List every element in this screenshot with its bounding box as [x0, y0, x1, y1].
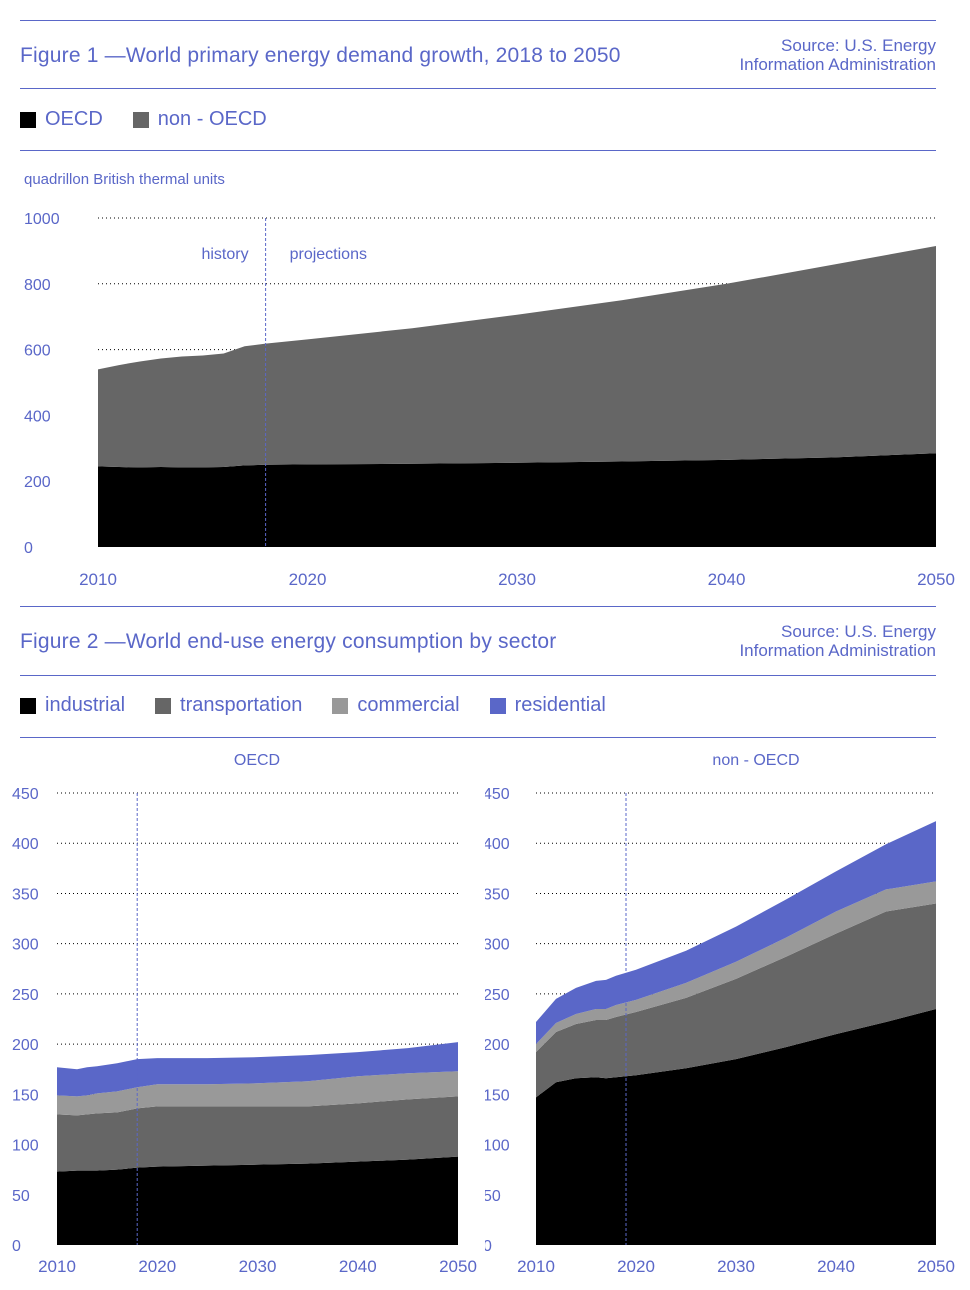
figure2-legend: industrial transportation commercial res… [20, 694, 636, 717]
legend-swatch-residential [489, 697, 506, 714]
figure1-unit-label: quadrillon British thermal units [24, 171, 225, 188]
fig1-y-tick-label-200: 200 [24, 474, 51, 491]
non-oecd-area-transportation [536, 903, 936, 1098]
non-oecd-y-tick-label-300: 300 [485, 937, 510, 954]
legend-label-transportation: transportation [180, 694, 303, 716]
fig1-area-oecd [98, 453, 936, 547]
fig1-projections-label: projections [290, 246, 367, 263]
legend-item-commercial: commercial [332, 694, 460, 717]
non-oecd-y-tick-label-100: 100 [485, 1138, 510, 1155]
non-oecd-x-tick-label-2010: 2010 [517, 1257, 555, 1276]
fig1-y-tick-label-400: 400 [24, 408, 51, 425]
fig1-area-non-oecd [98, 245, 936, 468]
fig1-y-tick-label-800: 800 [24, 277, 51, 294]
fig1-history-label: history [201, 246, 248, 263]
oecd-y-tick-label-200: 200 [12, 1037, 39, 1054]
oecd-y-tick-label-300: 300 [12, 937, 39, 954]
oecd-x-tick-label-2030: 2030 [239, 1257, 277, 1276]
oecd-y-tick-label-250: 250 [12, 987, 39, 1004]
oecd-y-tick-label-350: 350 [12, 886, 39, 903]
figure1-title-divider [20, 88, 936, 89]
non-oecd-x-tick-label-2040: 2040 [817, 1257, 855, 1276]
figure2-non-oecd-chart: 0 50 100 150 200 250 300 350 400 450 2010 2020 2030 2… [485, 752, 955, 1276]
oecd-x-tick-label-2040: 2040 [339, 1257, 377, 1276]
figure1-source-line2: Information Administration [739, 55, 936, 74]
non-oecd-x-tick-label-2050: 2050 [917, 1257, 955, 1276]
legend-label-industrial: industrial [45, 694, 126, 716]
oecd-y-tick-label-450: 450 [12, 786, 39, 803]
legend-label-commercial: commercial [357, 694, 460, 716]
non-oecd-y-tick-label-400: 400 [485, 836, 510, 853]
legend-swatch-industrial [20, 697, 36, 714]
legend-swatch-transportation [155, 697, 172, 714]
figure2-title-divider [20, 675, 936, 676]
legend-item-industrial: industrial [20, 694, 125, 717]
non-oecd-y-tick-label-50: 50 [485, 1188, 501, 1205]
oecd-y-tick-label-400: 400 [12, 836, 39, 853]
figure1-legend-divider [20, 150, 936, 151]
figure2-source-line1: Source: U.S. Energy [781, 622, 936, 641]
legend-label-non-oecd: non - OECD [157, 108, 267, 130]
non-oecd-x-tick-label-2030: 2030 [717, 1257, 755, 1276]
figure1-legend: OECD non - OECD [20, 108, 297, 131]
non-oecd-area-residential [536, 821, 936, 1045]
top-divider [20, 20, 936, 21]
fig1-x-tick-label-2030: 2030 [498, 570, 536, 589]
non-oecd-y-tick-label-450: 450 [485, 786, 510, 803]
non-oecd-y-tick-label-150: 150 [485, 1087, 510, 1104]
non-oecd-area-industrial [536, 1008, 936, 1245]
figure2-top-divider [20, 606, 936, 607]
legend-label-oecd: OECD [45, 108, 103, 130]
legend-label-residential: residential [514, 694, 606, 716]
oecd-area-transportation [57, 1096, 458, 1172]
oecd-y-tick-label-50: 50 [12, 1188, 30, 1205]
non-oecd-y-tick-label-250: 250 [485, 987, 510, 1004]
figure2-title: Figure 2 —World end-use energy consumpti… [20, 630, 557, 653]
figure1-chart: 0 200 400 600 800 1000 2010 2020 2030 2040 2050 his… [24, 211, 955, 589]
oecd-area-industrial [57, 1156, 458, 1245]
legend-swatch-commercial [332, 697, 349, 714]
legend-item-transportation: transportation [155, 694, 302, 717]
oecd-area-commercial [57, 1071, 458, 1116]
figure1-title: Figure 1 —World primary energy demand gr… [20, 44, 621, 67]
oecd-x-tick-label-2050: 2050 [439, 1257, 477, 1276]
fig1-y-tick-label-0: 0 [24, 540, 33, 557]
legend-swatch-oecd [20, 111, 36, 128]
fig1-x-tick-label-2050: 2050 [917, 570, 955, 589]
fig1-y-tick-label-1000: 1000 [24, 211, 60, 228]
non-oecd-x-tick-label-2020: 2020 [617, 1257, 655, 1276]
fig1-y-tick-label-600: 600 [24, 343, 51, 360]
oecd-y-tick-label-150: 150 [12, 1087, 39, 1104]
oecd-y-tick-label-0: 0 [12, 1238, 21, 1255]
non-oecd-y-tick-label-350: 350 [485, 886, 510, 903]
figure2-oecd-chart: 0 50 100 150 200 250 300 350 400 450 2010 2020 2030 2… [12, 752, 477, 1276]
figure2-source: Source: U.S. Energy Information Administ… [739, 622, 936, 660]
non-oecd-y-tick-label-0: 0 [485, 1238, 492, 1255]
oecd-x-tick-label-2010: 2010 [38, 1257, 76, 1276]
fig1-x-tick-label-2020: 2020 [289, 570, 327, 589]
oecd-area-residential [57, 1042, 458, 1097]
legend-item-non-oecd: non - OECD [132, 108, 267, 131]
legend-item-oecd: OECD [20, 108, 103, 131]
oecd-x-tick-label-2020: 2020 [138, 1257, 176, 1276]
oecd-panel-title: OECD [234, 752, 280, 769]
non-oecd-panel-title: non - OECD [712, 752, 799, 769]
oecd-y-tick-label-100: 100 [12, 1138, 39, 1155]
figure1-source: Source: U.S. Energy Information Administ… [739, 36, 936, 74]
legend-swatch-non-oecd [132, 111, 149, 128]
figure1-source-line1: Source: U.S. Energy [781, 36, 936, 55]
legend-item-residential: residential [489, 694, 606, 717]
fig1-x-tick-label-2010: 2010 [79, 570, 117, 589]
figure2-legend-divider [20, 737, 936, 738]
non-oecd-y-tick-label-200: 200 [485, 1037, 510, 1054]
fig1-x-tick-label-2040: 2040 [708, 570, 746, 589]
figure2-source-line2: Information Administration [739, 641, 936, 660]
non-oecd-area-commercial [536, 881, 936, 1053]
